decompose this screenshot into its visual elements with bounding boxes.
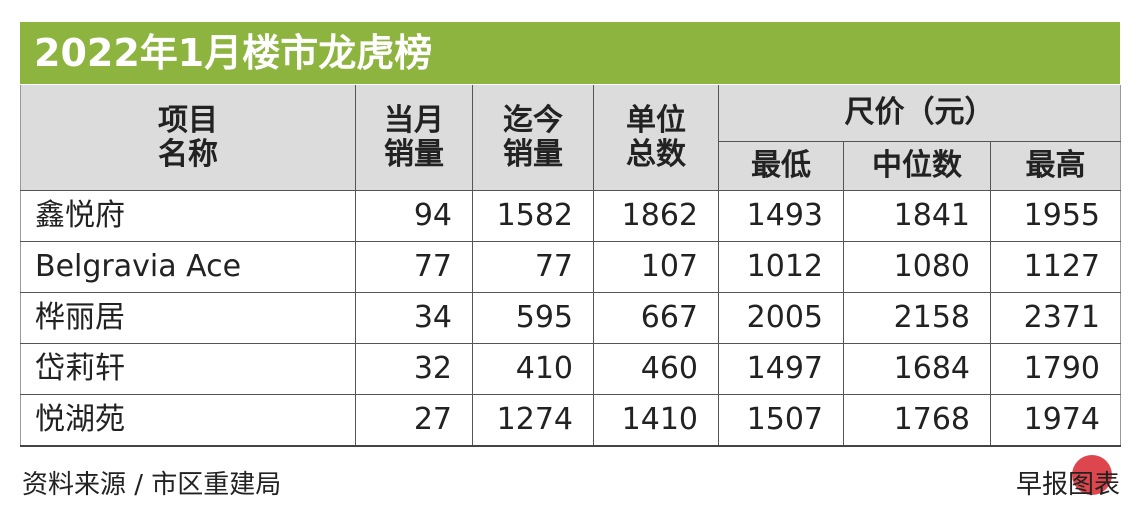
table-body: 鑫悦府 94 1582 1862 1493 1841 1955 Belgravia Ace 77…	[20, 190, 1121, 446]
value-cell: 77	[355, 241, 473, 293]
header-cell: 单位 总数	[593, 85, 719, 191]
value-cell: 1274	[472, 394, 594, 446]
value-cell: 1955	[989, 190, 1121, 242]
table-row: 悦湖苑 27 1274 1410 1507 1768 1974	[20, 394, 1121, 446]
value-cell: 77	[472, 241, 594, 293]
table-header: 项目 名称 当月 销量 迄今 销量 单位 总数 尺价（元） 最低 中位数 最高	[20, 85, 1121, 191]
table-row: Belgravia Ace 77 77 107 1012 1080 1127	[20, 241, 1121, 293]
header-row: 项目 名称 当月 销量 迄今 销量 单位 总数 尺价（元）	[20, 85, 1121, 191]
table-row: 桦丽居 34 595 667 2005 2158 2371	[20, 292, 1121, 344]
header-cell: 最高	[989, 141, 1121, 191]
value-cell: 94	[355, 190, 473, 242]
header-cell: 项目 名称	[20, 85, 356, 191]
header-line: 总数	[626, 136, 686, 172]
logo-icon	[1072, 455, 1112, 495]
project-name: Belgravia Ace	[20, 241, 356, 293]
value-cell: 32	[355, 343, 473, 395]
value-cell: 1768	[843, 394, 991, 446]
value-cell: 1841	[843, 190, 991, 242]
value-cell: 595	[472, 292, 594, 344]
value-cell: 1862	[593, 190, 719, 242]
header-cell: 迄今 销量	[472, 85, 594, 191]
project-name: 桦丽居	[20, 292, 356, 344]
value-cell: 1974	[989, 394, 1121, 446]
header-line: 单位	[626, 102, 686, 138]
value-cell: 1127	[989, 241, 1121, 293]
source: 资料来源 / 市区重建局	[22, 470, 282, 500]
project-name: 鑫悦府	[20, 190, 356, 242]
value-cell: 1684	[843, 343, 991, 395]
value-cell: 107	[593, 241, 719, 293]
project-name: 悦湖苑	[20, 394, 356, 446]
value-cell: 1080	[843, 241, 991, 293]
value-cell: 410	[472, 343, 594, 395]
header-line: 当月	[384, 102, 444, 138]
header-line: 迄今	[503, 102, 563, 138]
header-line: 名称	[158, 136, 218, 172]
value-cell: 1410	[593, 394, 719, 446]
value-cell: 1012	[718, 241, 844, 293]
header-cell: 中位数	[843, 141, 991, 191]
value-cell: 1507	[718, 394, 844, 446]
table-row: 岱莉轩 32 410 460 1497 1684 1790	[20, 343, 1121, 395]
header-cell: 最低	[718, 141, 844, 191]
value-cell: 2371	[989, 292, 1121, 344]
table-row: 鑫悦府 94 1582 1862 1493 1841 1955	[20, 190, 1121, 242]
value-cell: 1493	[718, 190, 844, 242]
header-row: 最低 中位数 最高	[21, 141, 1121, 191]
value-cell: 1582	[472, 190, 594, 242]
header-cell: 当月 销量	[355, 85, 473, 191]
header-group: 尺价（元）	[717, 85, 1121, 142]
value-cell: 1790	[989, 343, 1121, 395]
value-cell: 667	[593, 292, 719, 344]
value-cell: 34	[355, 292, 473, 344]
table: 项目 名称 当月 销量 迄今 销量 单位 总数 尺价（元） 最低 中位数 最高 鑫悦府 94 1582 18…	[20, 85, 1122, 447]
header-line: 销量	[384, 136, 444, 172]
credit: 早报图表	[1015, 470, 1120, 500]
project-name: 岱莉轩	[20, 343, 356, 395]
header-line: 项目	[158, 102, 218, 138]
value-cell: 1497	[718, 343, 844, 395]
value-cell: 460	[593, 343, 719, 395]
value-cell: 2005	[718, 292, 844, 344]
header-line: 销量	[503, 136, 563, 172]
title: 2022年1月楼市龙虎榜	[20, 22, 1120, 84]
value-cell: 27	[355, 394, 473, 446]
value-cell: 2158	[843, 292, 991, 344]
